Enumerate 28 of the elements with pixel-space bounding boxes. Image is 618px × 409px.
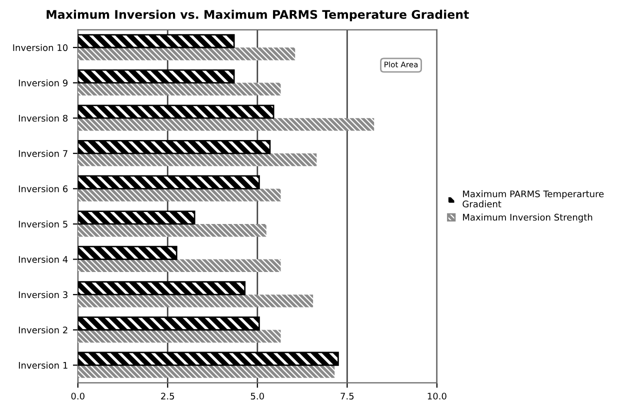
bar <box>78 259 281 272</box>
x-tick-label: 7.5 <box>340 392 354 400</box>
y-tick-label: Inversion 8 <box>18 114 68 122</box>
legend-label: Maximum PARMS Temperarture Gradient <box>462 190 604 208</box>
y-tick-label: Inversion 4 <box>18 256 68 263</box>
bar <box>78 118 374 131</box>
bar <box>78 188 281 202</box>
bar <box>78 82 281 96</box>
y-tick-label: Inversion 1 <box>18 362 68 369</box>
y-tick-label: Inversion 10 <box>13 44 68 52</box>
legend-label: Maximum Inversion Strength <box>463 214 592 222</box>
bar <box>78 153 317 166</box>
y-tick-label: Inversion 3 <box>18 291 68 298</box>
bar <box>78 294 314 308</box>
y-tick-label: Inversion 9 <box>18 79 68 86</box>
x-tick-label: 2.5 <box>161 392 174 400</box>
y-tick-label: Inversion 6 <box>18 185 68 192</box>
y-tick-label: Inversion 7 <box>18 150 68 157</box>
x-tick-label: 5.0 <box>250 392 264 400</box>
bar <box>78 365 335 378</box>
x-tick-label: 10.0 <box>428 392 446 400</box>
x-tick-label: 0.0 <box>71 392 84 400</box>
y-tick-label: Inversion 5 <box>18 220 68 228</box>
chart-title: Maximum Inversion vs. Maximum PARMS Temperature Gradient <box>46 10 469 22</box>
bar <box>78 330 281 343</box>
bar <box>78 48 296 60</box>
bar <box>78 224 266 237</box>
y-tick-label: Inversion 2 <box>18 326 68 334</box>
